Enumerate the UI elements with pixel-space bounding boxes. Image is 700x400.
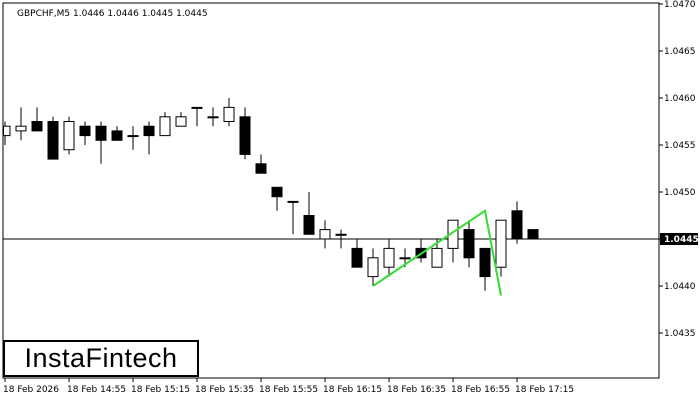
x-tick-label: 18 Feb 14:55	[67, 385, 126, 395]
candle	[271, 186, 283, 211]
candle	[31, 107, 43, 132]
current-price-marker: 1.0445	[660, 233, 699, 245]
bull-candle-body	[367, 257, 379, 278]
candle	[79, 121, 91, 145]
candle	[175, 112, 187, 127]
x-tick-label: 18 Feb 16:55	[451, 385, 510, 395]
candle	[143, 121, 155, 155]
pattern-layer	[372, 209, 502, 296]
bull-candle-body	[175, 116, 187, 127]
bear-candle-body	[255, 163, 267, 174]
candle	[15, 107, 27, 141]
bear-candle-body	[271, 186, 283, 198]
x-tick-label: 18 Feb 15:35	[195, 385, 254, 395]
candle	[191, 106, 203, 127]
candle	[207, 107, 219, 127]
bear-candle-body	[79, 125, 91, 137]
x-tick-label: 18 Feb 15:15	[131, 385, 190, 395]
bull-candle-body	[399, 257, 411, 260]
bull-candle-body	[207, 116, 219, 119]
bull-candle-body	[431, 247, 443, 268]
bull-candle-body	[63, 121, 75, 151]
bull-candle-body	[447, 219, 459, 249]
candle	[511, 201, 523, 244]
candles-layer	[3, 98, 659, 291]
x-tick-label: 18 Feb 17:15	[515, 385, 574, 395]
y-tick-label: 1.0465	[664, 47, 696, 57]
candle	[463, 220, 475, 268]
bear-candle-body	[95, 125, 107, 141]
x-tick-label: 18 Feb 16:15	[323, 385, 382, 395]
candle	[303, 192, 315, 235]
bear-candle-body	[31, 121, 43, 132]
current-price-label: 1.0445	[664, 235, 699, 245]
bear-candle-body	[351, 247, 363, 268]
candle	[47, 116, 59, 160]
bear-candle-body	[479, 247, 491, 278]
candle	[447, 219, 459, 263]
y-axis: 1.0470 1.0465 1.0460 1.0455 1.0450 1.0445 1.04…	[659, 0, 696, 339]
bull-candle-body	[383, 247, 395, 268]
plot-area	[2, 2, 660, 379]
candle	[495, 219, 507, 277]
bear-candle-body	[511, 210, 523, 240]
instafintech-logo: InstaFintech	[3, 340, 199, 377]
bull-candle-body	[319, 229, 331, 240]
y-tick-label: 1.0435	[664, 329, 696, 339]
x-axis: 18 Feb 2026 18 Feb 14:55 18 Feb 15:15 18 Fe…	[3, 378, 574, 395]
candle	[255, 154, 267, 174]
bear-candle-body	[111, 130, 123, 141]
candle	[3, 121, 11, 145]
logo-text: InstaFintech	[24, 343, 178, 373]
bull-candle-body	[287, 200, 299, 203]
bear-candle-body	[303, 215, 315, 235]
candle	[367, 248, 379, 286]
bear-candle-body	[47, 121, 59, 160]
bull-candle-body	[127, 135, 139, 138]
candle	[287, 200, 299, 235]
bull-candle-body	[15, 125, 27, 132]
x-tick-label: 18 Feb 2026	[3, 385, 59, 395]
y-tick-label: 1.0450	[664, 188, 696, 198]
candle	[335, 229, 347, 249]
bull-candle-body	[495, 219, 507, 268]
bull-candle-body	[191, 106, 203, 109]
bull-candle-body	[223, 106, 235, 123]
candle	[319, 220, 331, 249]
candle	[239, 107, 251, 160]
bear-candle-body	[143, 125, 155, 137]
y-tick-label: 1.0440	[664, 282, 696, 292]
x-tick-label: 18 Feb 16:35	[387, 385, 446, 395]
candle	[159, 112, 171, 137]
y-tick-label: 1.0470	[664, 0, 696, 10]
pattern-line	[372, 209, 502, 296]
candle	[527, 229, 539, 240]
candle	[95, 121, 107, 164]
candle	[479, 247, 491, 291]
candle	[63, 116, 75, 155]
candle	[383, 239, 395, 277]
current-price-label-bg	[660, 233, 698, 245]
candle	[111, 126, 123, 141]
bull-candle-body	[3, 125, 11, 137]
candle	[351, 239, 363, 268]
bull-candle-body	[159, 116, 171, 137]
bear-candle-body	[463, 229, 475, 259]
y-tick-label: 1.0460	[664, 94, 696, 104]
bear-candle-body	[239, 116, 251, 155]
bear-candle-body	[527, 229, 539, 240]
candle	[127, 126, 139, 150]
y-tick-label: 1.0455	[664, 141, 696, 151]
candle	[223, 98, 235, 127]
bull-candle-body	[335, 233, 347, 236]
x-tick-label: 18 Feb 15:55	[259, 385, 318, 395]
chart-title: GBPCHF,M5 1.0446 1.0446 1.0445 1.0445	[17, 9, 208, 19]
